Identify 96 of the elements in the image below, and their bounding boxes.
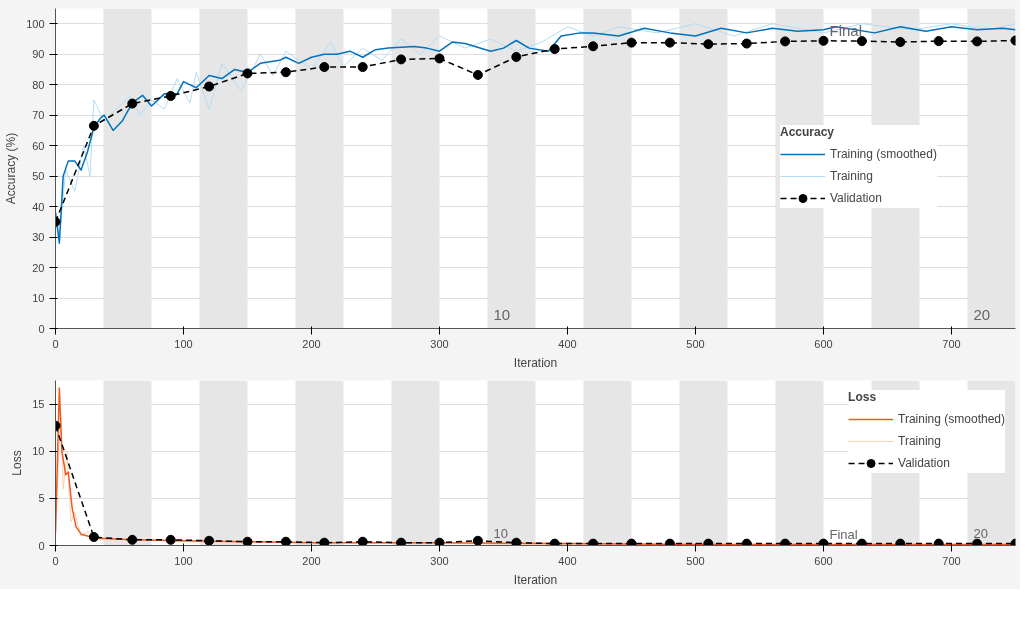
point <box>511 537 522 546</box>
point <box>741 538 752 546</box>
y-axis-title: Accuracy (%) <box>4 132 19 205</box>
point <box>818 35 829 46</box>
y-tick-label: 50 <box>32 170 45 183</box>
point <box>780 538 791 546</box>
x-tick-label: 200 <box>302 337 321 350</box>
point <box>88 120 99 131</box>
y-tick-label: 10 <box>32 445 45 458</box>
x-tick-label: 0 <box>52 554 59 567</box>
y-tick-label: 20 <box>32 261 45 274</box>
legend-title: Loss <box>848 390 878 404</box>
point <box>856 36 867 47</box>
point <box>319 62 330 73</box>
point <box>204 535 215 546</box>
point <box>472 535 483 546</box>
point <box>319 537 330 546</box>
point <box>242 536 253 546</box>
legend-title: Accuracy <box>780 125 836 139</box>
x-tick-label: 300 <box>430 554 449 567</box>
legend-label: Validation <box>830 191 882 205</box>
point <box>127 98 138 109</box>
annotation: 20 <box>973 306 991 324</box>
point <box>856 538 867 546</box>
point <box>242 68 253 79</box>
point <box>357 536 368 546</box>
x-tick-label: 500 <box>686 554 705 567</box>
x-axis-title: Iteration <box>513 572 558 587</box>
x-tick-label: 200 <box>302 554 321 567</box>
point <box>88 532 99 543</box>
point <box>434 53 445 64</box>
x-tick-label: 100 <box>174 554 193 567</box>
point <box>588 41 599 52</box>
x-tick-label: 700 <box>942 554 961 567</box>
legend-label: Training <box>830 169 873 183</box>
point <box>741 38 752 49</box>
y-tick-label: 70 <box>32 109 45 122</box>
point <box>434 537 445 546</box>
point <box>280 536 291 546</box>
y-axis-title: Loss <box>10 450 25 476</box>
annotation: 10 <box>493 306 511 324</box>
y-tick-label: 0 <box>38 322 45 335</box>
x-tick-label: 700 <box>942 337 961 350</box>
y-tick-label: 0 <box>38 539 45 552</box>
point <box>664 538 675 546</box>
point <box>357 62 368 73</box>
x-tick-label: 600 <box>814 337 833 350</box>
x-tick-label: 600 <box>814 554 833 567</box>
annotation: Final <box>829 526 858 542</box>
x-tick-label: 100 <box>174 337 193 350</box>
point <box>664 37 675 48</box>
point <box>511 51 522 62</box>
x-tick-label: 300 <box>430 337 449 350</box>
y-tick-label: 30 <box>32 231 45 244</box>
y-tick-label: 40 <box>32 200 45 213</box>
annotation: 20 <box>973 525 988 541</box>
y-tick-label: 100 <box>26 17 45 30</box>
point <box>818 538 829 546</box>
legend-label: Training <box>898 434 941 448</box>
annotation: 10 <box>493 525 508 541</box>
point <box>933 36 944 47</box>
point <box>588 538 599 546</box>
y-tick-label: 5 <box>38 492 45 505</box>
x-tick-label: 500 <box>686 337 705 350</box>
point <box>626 538 637 546</box>
point <box>626 37 637 48</box>
y-tick-label: 60 <box>32 139 45 152</box>
y-tick-label: 90 <box>32 48 45 61</box>
point <box>933 538 944 546</box>
point <box>780 36 791 47</box>
point <box>549 538 560 546</box>
point <box>396 54 407 65</box>
point <box>165 534 176 545</box>
point <box>972 36 983 47</box>
point <box>165 90 176 101</box>
point <box>204 81 215 92</box>
point <box>895 538 906 546</box>
legend-label: Training (smoothed) <box>898 412 1005 426</box>
legend-label: Training (smoothed) <box>830 147 937 161</box>
point <box>703 39 714 50</box>
legend-label: Validation <box>898 456 950 470</box>
x-tick-label: 400 <box>558 337 577 350</box>
point <box>472 69 483 80</box>
point <box>972 538 983 546</box>
point <box>703 538 714 546</box>
point <box>280 67 291 78</box>
y-tick-label: 80 <box>32 78 45 91</box>
point <box>396 537 407 546</box>
y-tick-label: 10 <box>32 292 45 305</box>
x-tick-label: 0 <box>52 337 59 350</box>
point <box>549 44 560 55</box>
y-tick-label: 15 <box>32 398 45 411</box>
x-tick-label: 400 <box>558 554 577 567</box>
point <box>895 37 906 48</box>
point <box>127 534 138 545</box>
x-axis-title: Iteration <box>513 355 558 370</box>
